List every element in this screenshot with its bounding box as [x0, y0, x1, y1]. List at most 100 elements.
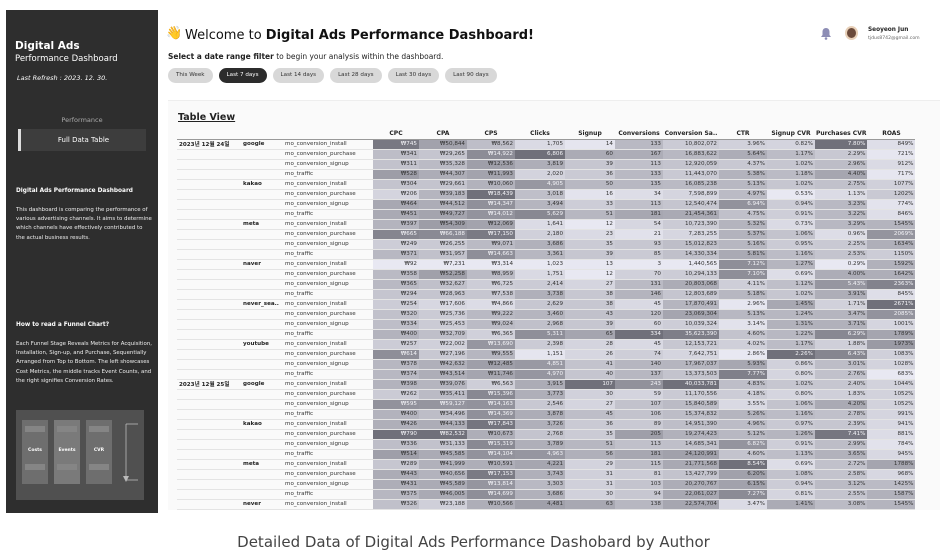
- metric-cell: ₩25,453: [419, 319, 467, 330]
- campaign-cell: mo_conversion_signup: [283, 399, 373, 410]
- date-filter-pill[interactable]: Last 30 days: [387, 68, 440, 83]
- metric-cell: ₩19,831: [419, 509, 467, 510]
- metric-cell: 45: [565, 409, 615, 420]
- column-header[interactable]: [241, 129, 283, 140]
- metric-cell: ₩464: [373, 199, 419, 210]
- channel-cell: [241, 199, 283, 210]
- column-header[interactable]: Clicks: [515, 129, 565, 140]
- column-header[interactable]: CPS: [467, 129, 515, 140]
- welcome-prefix: Welcome to: [185, 28, 266, 43]
- metric-cell: 0.94%: [767, 479, 815, 490]
- metric-cell: 5.37%: [719, 229, 767, 240]
- metric-cell: 3,686: [515, 239, 565, 250]
- metric-cell: 4.96%: [719, 419, 767, 430]
- metric-cell: ₩34,496: [419, 409, 467, 420]
- table-row: mo_conversion_purchase ₩206 ₩39,183 ₩18,439…: [177, 189, 916, 200]
- data-table[interactable]: CPC CPA CPS Clicks Signup Conversions Conversi…: [177, 129, 916, 510]
- metric-cell: ₩26,255: [419, 239, 467, 250]
- metric-cell: 1,151: [515, 349, 565, 360]
- channel-cell: [241, 439, 283, 450]
- metric-cell: 60: [615, 319, 663, 330]
- column-header[interactable]: Conversions: [615, 129, 663, 140]
- campaign-cell: mo_conversion_install: [283, 419, 373, 430]
- metric-cell: 35: [565, 239, 615, 250]
- metric-cell: 11,170,556: [663, 389, 719, 400]
- metric-cell: ₩528: [373, 169, 419, 180]
- table-row: mo_traffic ₩375 ₩46,005 ₩14,699 3,686 30 94 22,…: [177, 489, 916, 500]
- metric-cell: 1.17%: [767, 339, 815, 350]
- column-header[interactable]: Conversion Sa..: [663, 129, 719, 140]
- campaign-cell: mo_conversion_signup: [283, 439, 373, 450]
- channel-cell: [241, 169, 283, 180]
- table-row: mo_conversion_signup ₩595 ₩59,127 ₩14,163 2,…: [177, 399, 916, 410]
- metric-cell: 5.18%: [719, 289, 767, 300]
- metric-cell: 5.81%: [719, 249, 767, 260]
- metric-cell: 0.69%: [767, 459, 815, 470]
- campaign-cell: mo_conversion_purchase: [283, 189, 373, 200]
- metric-cell: 50: [565, 179, 615, 190]
- nav-item-full-data-table[interactable]: Full Data Table: [18, 129, 146, 151]
- metric-cell: 941%: [867, 419, 916, 430]
- metric-cell: 12: [565, 219, 615, 230]
- metric-cell: 27: [565, 399, 615, 410]
- metric-cell: 12,803,689: [663, 289, 719, 300]
- metric-cell: ₩28,963: [419, 289, 467, 300]
- metric-cell: ₩8,437: [467, 509, 515, 510]
- metric-cell: ₩614: [373, 349, 419, 360]
- metric-cell: ₩11,993: [467, 169, 515, 180]
- metric-cell: 1.83%: [815, 389, 868, 400]
- column-header[interactable]: Signup CVR: [767, 129, 815, 140]
- metric-cell: 2.39%: [815, 419, 868, 430]
- date-cell: [177, 279, 241, 290]
- metric-cell: 13,427,799: [663, 469, 719, 480]
- column-header[interactable]: Purchases CVR: [815, 129, 868, 140]
- metric-cell: 30: [565, 389, 615, 400]
- metric-cell: 0.80%: [767, 369, 815, 380]
- column-header[interactable]: CTR: [719, 129, 767, 140]
- metric-cell: 10,294,133: [663, 269, 719, 280]
- date-cell: [177, 359, 241, 370]
- metric-cell: 103: [615, 479, 663, 490]
- date-filter-pill[interactable]: This Week: [168, 68, 213, 83]
- table-row: meta mo_conversion_install ₩289 ₩41,999 ₩10,…: [177, 459, 916, 470]
- metric-cell: 2.40%: [815, 379, 868, 390]
- metric-cell: 1.26%: [767, 429, 815, 440]
- metric-cell: 6.82%: [719, 439, 767, 450]
- metric-cell: 205: [615, 429, 663, 440]
- channel-cell: google: [241, 139, 283, 150]
- date-filter-pill[interactable]: Last 90 days: [445, 68, 497, 83]
- column-header[interactable]: Signup: [565, 129, 615, 140]
- user-avatar[interactable]: [845, 26, 858, 40]
- metric-cell: 1,023: [515, 259, 565, 270]
- date-filter-pill[interactable]: Last 14 days: [272, 68, 325, 83]
- metric-cell: ₩44,307: [419, 169, 467, 180]
- table-row: mo_conversion_purchase ₩358 ₩52,258 ₩8,959 1…: [177, 269, 916, 280]
- metric-cell: 167: [615, 149, 663, 160]
- column-header[interactable]: CPC: [373, 129, 419, 140]
- date-filter-pill[interactable]: Last 7 days: [218, 68, 267, 83]
- metric-cell: 1,705: [515, 139, 565, 150]
- column-header[interactable]: [177, 129, 241, 140]
- metric-cell: 65: [565, 329, 615, 340]
- metric-cell: 19,274,423: [663, 429, 719, 440]
- date-filter-pill[interactable]: Last 28 days: [330, 68, 382, 83]
- metric-cell: 4.40%: [815, 169, 868, 180]
- metric-cell: 181: [615, 449, 663, 460]
- column-header[interactable]: CPA: [419, 129, 467, 140]
- metric-cell: 51: [565, 209, 615, 220]
- table-row: mo_conversion_signup ₩249 ₩26,255 ₩9,071 3,6…: [177, 239, 916, 250]
- metric-cell: 2.55%: [815, 489, 868, 500]
- notification-bell-icon[interactable]: [820, 27, 832, 40]
- metric-cell: 6,806: [515, 149, 565, 160]
- channel-cell: kakao: [241, 419, 283, 430]
- metric-cell: 137: [615, 369, 663, 380]
- metric-cell: 4,963: [515, 449, 565, 460]
- metric-cell: 13: [565, 259, 615, 270]
- metric-cell: 1077%: [867, 179, 916, 190]
- metric-cell: 12,540,474: [663, 199, 719, 210]
- column-header[interactable]: ROAS: [867, 129, 916, 140]
- table-view-panel: Table View CPC CPA CPS Clicks Signup Conversi…: [168, 100, 940, 510]
- metric-cell: 1.71%: [815, 299, 868, 310]
- metric-cell: ₩40,656: [419, 469, 467, 480]
- column-header[interactable]: [283, 129, 373, 140]
